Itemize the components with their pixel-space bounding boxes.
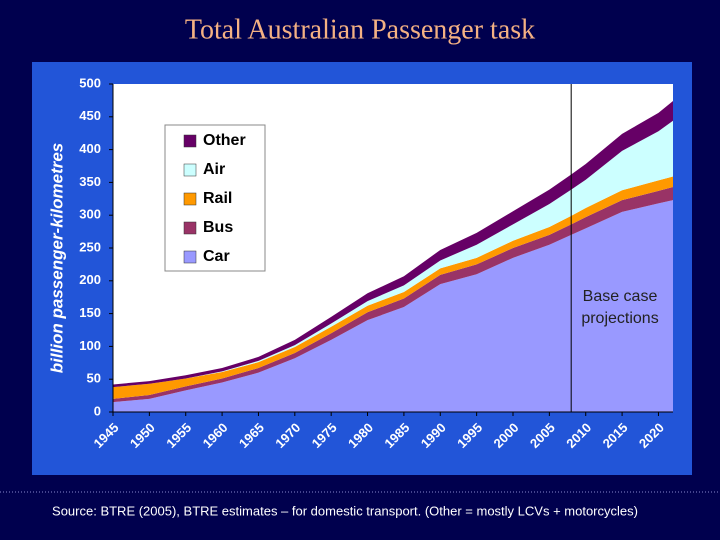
annotation: Base case — [583, 288, 658, 305]
y-tick-label: 150 — [79, 305, 101, 320]
legend-label: Car — [203, 248, 230, 265]
y-tick-label: 400 — [79, 141, 101, 156]
legend-label: Air — [203, 161, 225, 178]
y-tick-label: 500 — [79, 75, 101, 90]
area — [113, 176, 673, 399]
y-tick-label: 200 — [79, 272, 101, 287]
area — [113, 186, 673, 403]
legend-swatch — [183, 163, 197, 177]
legend-label: Bus — [203, 219, 233, 236]
y-axis-label: billion passenger-kilometres — [47, 143, 66, 374]
legend-swatch — [183, 221, 197, 235]
legend: Other Air Rail Bus Car — [164, 124, 266, 272]
area — [113, 200, 673, 412]
chart-title: Total Australian Passenger task — [185, 14, 535, 45]
legend-swatch — [183, 192, 197, 206]
legend-swatch — [183, 250, 197, 264]
legend-label: Other — [203, 132, 246, 149]
legend-swatch — [183, 134, 197, 148]
y-tick-label: 50 — [87, 371, 101, 386]
legend-box — [164, 124, 266, 272]
y-tick-label: 250 — [79, 239, 101, 254]
y-tick-label: 350 — [79, 174, 101, 189]
y-tick-label: 300 — [79, 207, 101, 222]
annotation: projections — [581, 310, 658, 327]
legend-label: Rail — [203, 190, 232, 207]
y-tick-label: 450 — [79, 108, 101, 123]
y-tick-label: 100 — [79, 338, 101, 353]
y-tick-label: 0 — [94, 403, 101, 418]
source-note: Source: BTRE (2005), BTRE estimates – fo… — [52, 503, 638, 518]
